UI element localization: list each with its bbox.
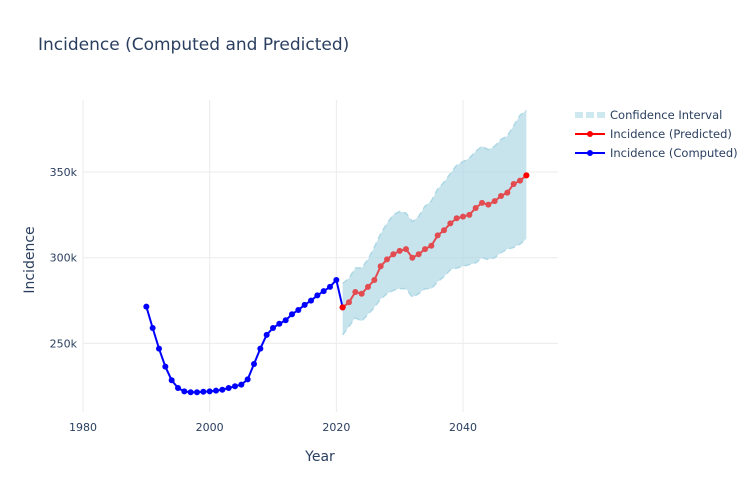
incidence-predicted-point[interactable] — [441, 227, 447, 234]
incidence-computed-point[interactable] — [308, 297, 314, 304]
incidence-computed-point[interactable] — [314, 292, 321, 299]
incidence-computed-point[interactable] — [181, 388, 188, 395]
incidence-computed-point[interactable] — [289, 311, 295, 318]
incidence-predicted-point[interactable] — [390, 251, 397, 258]
incidence-predicted-point[interactable] — [371, 277, 378, 283]
confidence-band-area — [342, 110, 527, 335]
confidence-lower-bound — [342, 238, 527, 336]
incidence-predicted-point[interactable] — [396, 247, 403, 254]
incidence-predicted-point[interactable] — [453, 215, 460, 222]
incidence-computed-point[interactable] — [276, 320, 283, 327]
x-axis-title: Year — [304, 449, 335, 465]
incidence-computed-point[interactable] — [175, 385, 181, 391]
x-tick-label: 2000 — [196, 421, 224, 434]
incidence-predicted-point[interactable] — [428, 242, 435, 249]
incidence-computed-point[interactable] — [162, 363, 169, 370]
incidence-computed-point[interactable] — [168, 377, 175, 384]
incidence-computed-point[interactable] — [244, 376, 251, 383]
incidence-predicted-endpoint[interactable] — [523, 172, 530, 179]
incidence-predicted-point[interactable] — [409, 254, 416, 261]
y-tick-label: 350k — [50, 166, 78, 179]
legend[interactable]: Confidence Interval Incidence (Predicted)… — [575, 108, 738, 160]
incidence-computed-point[interactable] — [295, 307, 302, 313]
series-points — [143, 110, 530, 396]
x-tick-label: 2020 — [322, 421, 350, 434]
incidence-computed-line — [145, 277, 344, 394]
incidence-predicted-point[interactable] — [377, 263, 384, 270]
legend-label: Confidence Interval — [610, 108, 722, 122]
legend-label: Incidence (Computed) — [610, 146, 738, 160]
incidence-computed-point[interactable] — [232, 383, 238, 390]
x-tick-label: 2040 — [449, 421, 477, 434]
incidence-predicted-point[interactable] — [510, 181, 517, 187]
incidence-computed-point[interactable] — [251, 361, 257, 367]
incidence-predicted-point[interactable] — [352, 289, 359, 295]
incidence-computed-point[interactable] — [206, 388, 213, 395]
y-axis-title: Incidence — [22, 226, 38, 293]
incidence-predicted-point[interactable] — [472, 205, 479, 211]
confidence-band — [342, 109, 527, 336]
incidence-predicted-point[interactable] — [365, 283, 371, 290]
incidence-computed-point[interactable] — [238, 381, 245, 388]
incidence-computed-point[interactable] — [333, 277, 340, 283]
incidence-computed-point[interactable] — [219, 386, 226, 393]
incidence-predicted-point[interactable] — [434, 232, 441, 239]
incidence-computed-point[interactable] — [301, 301, 308, 308]
confidence-band-overlay — [342, 110, 527, 335]
incidence-computed-point[interactable] — [200, 388, 207, 395]
incidence-predicted-point[interactable] — [504, 189, 511, 196]
incidence-predicted-point[interactable] — [466, 211, 473, 218]
legend-item[interactable]: Incidence (Predicted) — [575, 127, 732, 141]
y-tick-label: 300k — [50, 252, 78, 265]
incidence-computed-point[interactable] — [187, 389, 194, 396]
grid — [82, 100, 558, 412]
incidence-computed-point[interactable] — [143, 303, 150, 310]
x-axis-ticks: 1980 2000 2020 2040 — [69, 421, 477, 434]
incidence-predicted-endpoint[interactable] — [339, 304, 346, 311]
incidence-computed-point[interactable] — [257, 345, 264, 352]
incidence-computed-point[interactable] — [149, 325, 156, 331]
legend-swatch-marker — [587, 150, 593, 156]
incidence-predicted-point[interactable] — [460, 213, 466, 220]
incidence-predicted-point[interactable] — [498, 193, 504, 199]
incidence-predicted-point[interactable] — [358, 290, 365, 297]
incidence-computed-point[interactable] — [282, 317, 289, 324]
incidence-computed-point[interactable] — [320, 288, 327, 295]
incidence-computed-point[interactable] — [270, 325, 276, 331]
incidence-predicted-point[interactable] — [479, 199, 485, 206]
legend-swatch-marker — [587, 131, 593, 137]
incidence-computed-point[interactable] — [213, 387, 219, 394]
incidence-predicted-point[interactable] — [491, 198, 498, 205]
y-axis-ticks: 250k 300k 350k — [50, 166, 78, 350]
incidence-predicted-point[interactable] — [415, 251, 422, 258]
incidence-computed-point[interactable] — [194, 389, 200, 396]
incidence-computed-point[interactable] — [327, 283, 333, 290]
incidence-predicted-point[interactable] — [517, 177, 523, 184]
incidence-predicted-point[interactable] — [403, 246, 409, 253]
incidence-computed-point[interactable] — [263, 331, 270, 338]
chart-title: Incidence (Computed and Predicted) — [38, 35, 349, 55]
incidence-computed-point[interactable] — [225, 385, 232, 391]
y-tick-label: 250k — [50, 337, 78, 350]
incidence-predicted-point[interactable] — [447, 220, 454, 227]
incidence-predicted-point[interactable] — [485, 201, 492, 208]
incidence-predicted-point[interactable] — [346, 299, 352, 306]
incidence-predicted-point[interactable] — [422, 246, 428, 253]
confidence-upper-bound — [342, 109, 527, 285]
legend-item[interactable]: Confidence Interval — [575, 108, 722, 122]
x-tick-label: 1980 — [69, 421, 97, 434]
incidence-computed-point[interactable] — [156, 345, 162, 352]
incidence-predicted-point[interactable] — [384, 256, 390, 263]
legend-label: Incidence (Predicted) — [610, 127, 732, 141]
legend-item[interactable]: Incidence (Computed) — [575, 146, 738, 160]
